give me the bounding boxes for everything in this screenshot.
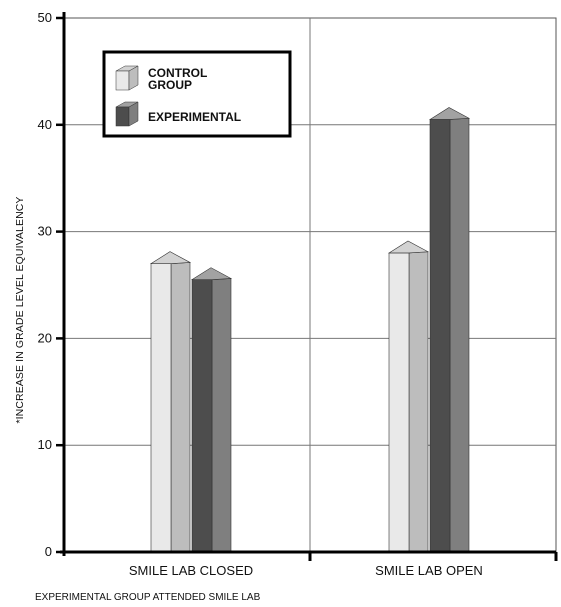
y-tick-label-40: 40 <box>38 117 52 132</box>
bar-top-1-0 <box>190 267 233 280</box>
bar-side-1-0 <box>211 278 232 553</box>
bar-top-0-1 <box>387 240 430 254</box>
chart-note: EXPERIMENTAL GROUP ATTENDED SMILE LAB <box>35 592 261 603</box>
legend-label-0-0: CONTROL <box>148 66 207 80</box>
legend-swatch-1 <box>115 106 130 127</box>
legend-label-0-1: GROUP <box>148 78 192 92</box>
bar-0-0 <box>150 263 172 553</box>
bar-side-1-1 <box>449 117 470 553</box>
bar-1-0 <box>191 279 213 553</box>
category-label-0: SMILE LAB CLOSED <box>129 563 253 578</box>
y-tick-label-20: 20 <box>38 330 52 345</box>
legend-swatch-0 <box>115 70 130 91</box>
legend-swatch-side-1 <box>128 101 139 127</box>
legend-swatch-side-0 <box>128 65 139 91</box>
bars <box>149 107 471 553</box>
y-tick-label-30: 30 <box>38 224 52 239</box>
bar-top-1-1 <box>428 107 471 120</box>
bar-side-0-0 <box>170 262 191 553</box>
legend-label-1-0: EXPERIMENTAL <box>148 110 241 124</box>
y-tick-label-50: 50 <box>38 10 52 25</box>
axes <box>56 12 558 561</box>
y-tick-label-10: 10 <box>38 437 52 452</box>
bar-0-1 <box>388 252 410 553</box>
y-tick-label-0: 0 <box>45 544 52 559</box>
labels: 0 10 20 30 40 50 SMILE LAB CLOSED SMILE LAB OPE… <box>14 10 483 603</box>
y-axis-label: *INCREASE IN GRADE LEVEL EQUIVALENCY <box>14 196 26 423</box>
bar-1-1 <box>429 119 451 553</box>
bar-top-0-0 <box>149 251 192 264</box>
bar-side-0-1 <box>408 251 429 553</box>
category-label-1: SMILE LAB OPEN <box>375 563 483 578</box>
